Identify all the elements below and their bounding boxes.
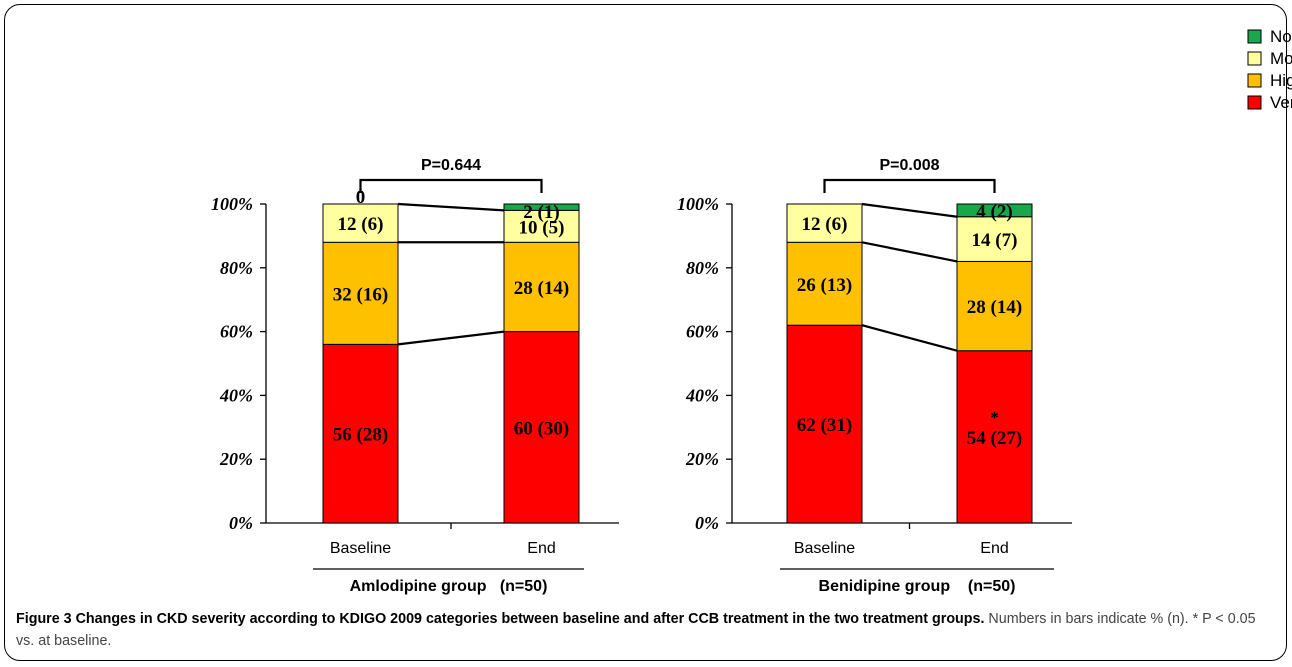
y-tick-label-1-5: 100% xyxy=(677,194,719,214)
bar-label-1-0-0: 62 (31) xyxy=(797,415,852,436)
bar-1-1-1 xyxy=(956,260,1033,352)
legend-label-1: Moderate risk xyxy=(1270,49,1292,68)
y-tick-label-1-4: 80% xyxy=(686,258,719,278)
y-tick-label-1-3: 60% xyxy=(686,322,719,342)
group-label-0: Amlodipine group (n=50) xyxy=(350,578,548,595)
x-category-1-0: Baseline xyxy=(794,540,855,557)
bar-label-1-1-2: 14 (7) xyxy=(972,230,1018,251)
legend-swatch-3 xyxy=(1247,95,1262,110)
legend-label-2: High risk xyxy=(1270,71,1292,90)
bar-label-0-0-2: 12 (6) xyxy=(338,214,384,235)
bar-label-0-0-3: 0 xyxy=(356,187,366,208)
p-value-1: P=0.008 xyxy=(879,157,939,174)
bracket-0 xyxy=(359,178,543,193)
x-category-0-1: End xyxy=(527,540,555,557)
bar-label-0-1-0: 60 (30) xyxy=(514,418,569,439)
x-category-1-1: End xyxy=(980,540,1008,557)
bar-0-0-1 xyxy=(322,241,399,345)
y-tick-label-0-0: 0% xyxy=(229,513,253,533)
y-tick-label-1-1: 20% xyxy=(685,449,719,469)
legend-swatch-2 xyxy=(1247,73,1262,88)
bar-1-0-0 xyxy=(786,324,863,524)
connector-line-0-2 xyxy=(397,202,505,212)
legend-swatch-0 xyxy=(1247,29,1262,44)
bar-label-0-1-1: 28 (14) xyxy=(514,278,569,299)
bar-0-0-2 xyxy=(322,203,399,243)
bar-1-1-2 xyxy=(956,216,1033,262)
y-tick-label-0-2: 40% xyxy=(219,385,253,405)
legend-swatch-1 xyxy=(1247,51,1262,66)
connector-line-1-2 xyxy=(861,202,958,218)
bar-label-1-0-1: 26 (13) xyxy=(797,275,852,296)
legend-label-3: Very-high risk xyxy=(1270,93,1292,112)
bar-label-0-0-0: 56 (28) xyxy=(333,425,388,446)
figure-frame xyxy=(4,4,1287,661)
bar-label-1-0-2: 12 (6) xyxy=(802,214,848,235)
connector-line-0-0 xyxy=(397,330,505,346)
bar-1-0-1 xyxy=(786,241,863,326)
bar-0-1-2 xyxy=(503,209,580,243)
connector-line-1-1 xyxy=(861,241,958,263)
y-tick-label-0-5: 100% xyxy=(211,194,253,214)
bar-0-1-0 xyxy=(503,331,580,524)
bar-0-1-1 xyxy=(503,241,580,333)
bar-label-1-1-1: 28 (14) xyxy=(967,297,1022,318)
group-label-1: Benidipine group (n=50) xyxy=(819,578,1016,595)
bar-label-0-1-2: 10 (5) xyxy=(519,217,565,238)
bar-label-0-0-1: 32 (16) xyxy=(333,284,388,305)
bracket-1 xyxy=(823,178,996,193)
bar-label-1-1-0: 54 (27) xyxy=(967,428,1022,449)
y-tick-label-0-3: 60% xyxy=(220,322,253,342)
caption-title: Figure 3 Changes in CKD severity accordi… xyxy=(16,611,985,627)
y-tick-label-0-1: 20% xyxy=(219,449,253,469)
caption-text: Numbers in bars indicate % (n). * P < 0.… xyxy=(16,611,1256,649)
y-tick-label-0-4: 80% xyxy=(220,258,253,278)
bar-label-0-1-3: 2 (1) xyxy=(523,202,559,223)
connector-line-1-0 xyxy=(861,324,958,352)
bar-1-1-3 xyxy=(956,203,1033,218)
legend-label-0: No CKD xyxy=(1270,27,1292,46)
figure-caption: Figure 3 Changes in CKD severity accordi… xyxy=(16,608,1266,652)
bar-label-1-1-3: 4 (2) xyxy=(976,201,1012,222)
bar-1-1-0 xyxy=(956,350,1033,524)
bar-0-0-0 xyxy=(322,343,399,524)
significance-mark-1: * xyxy=(990,408,999,427)
bar-1-0-2 xyxy=(786,203,863,243)
p-value-0: P=0.644 xyxy=(421,157,481,174)
y-tick-label-1-0: 0% xyxy=(695,513,719,533)
y-tick-label-1-2: 40% xyxy=(685,385,719,405)
bar-0-1-3 xyxy=(503,203,580,211)
x-category-0-0: Baseline xyxy=(330,540,391,557)
